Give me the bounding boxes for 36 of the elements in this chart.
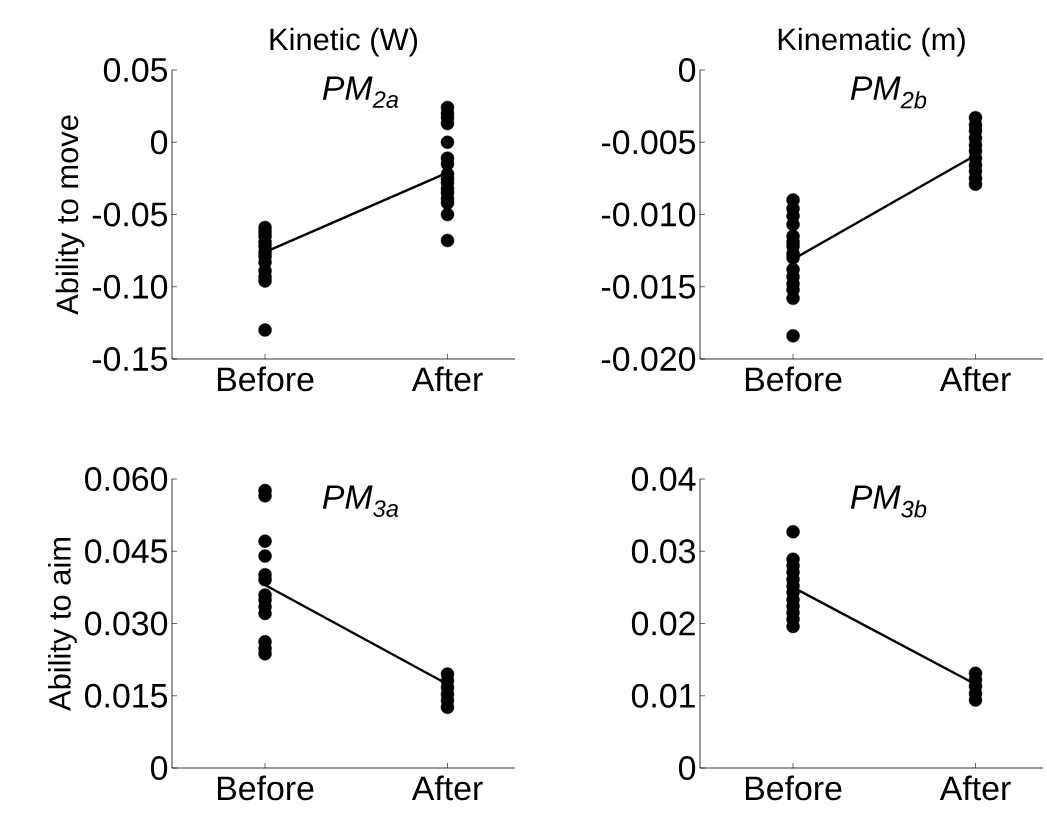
y-tick-label: 0	[150, 756, 168, 780]
x-tick-label: Before	[217, 775, 314, 801]
y-tick-label: 0.02	[631, 611, 695, 636]
y-tick-label: -0.020	[601, 347, 696, 371]
y-tick-label: -0.10	[92, 274, 168, 299]
annotation: PM$_{3b}$	[850, 485, 927, 518]
y-tick-label: -0.015	[601, 274, 696, 299]
y-tick-label: -0.05	[92, 202, 168, 227]
y-tick-label: 0.04	[631, 467, 696, 491]
y-tick-label: 0.030	[85, 611, 168, 636]
y-tick-label: 0	[678, 58, 696, 82]
x-tick-label: After	[411, 775, 483, 801]
y-axis-title: Ability to aim	[48, 538, 77, 711]
x-tick-label: After	[411, 366, 483, 392]
y-tick-label: 0	[150, 130, 168, 155]
x-tick-label: Before	[745, 775, 842, 801]
x-tick-label: Before	[745, 366, 842, 392]
y-tick-label: 0.03	[631, 539, 695, 564]
chart-title: Kinetic (W)	[270, 27, 418, 57]
y-tick-label: 0.060	[85, 467, 168, 491]
y-tick-label: 0.01	[631, 683, 695, 708]
x-tick-label: After	[939, 775, 1011, 801]
y-tick-label: 0.045	[85, 539, 168, 564]
y-tick-label: 0.015	[85, 683, 168, 708]
y-tick-label: 0.05	[103, 58, 168, 82]
x-tick-label: After	[939, 366, 1011, 392]
y-tick-label: 0	[678, 756, 696, 780]
annotation: PM$_{3a}$	[322, 485, 399, 517]
y-tick-label: -0.15	[92, 347, 168, 371]
y-tick-label: -0.005	[601, 130, 696, 155]
x-tick-label: Before	[217, 366, 314, 392]
annotation: PM$_{2a}$	[322, 76, 399, 108]
annotation: PM$_{2b}$	[850, 76, 927, 109]
y-axis-title: Ability to move	[55, 115, 85, 315]
chart-title: Kinematic (m)	[778, 27, 965, 57]
y-tick-label: -0.010	[601, 202, 696, 227]
